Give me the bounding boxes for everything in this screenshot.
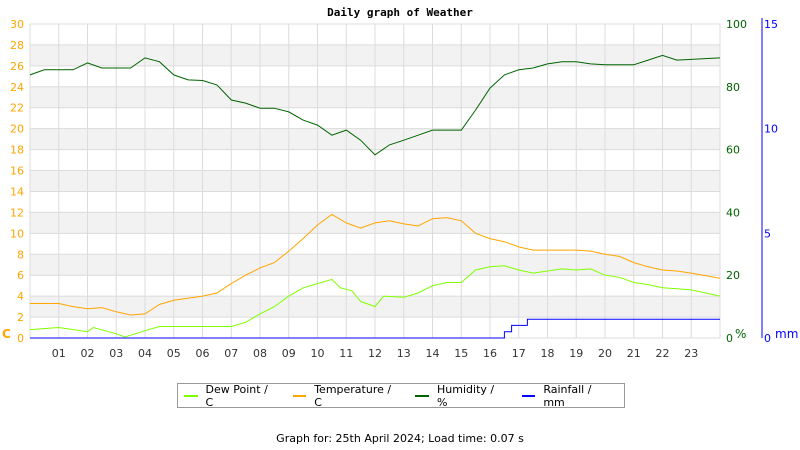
x-tick-label: 20 (598, 347, 612, 360)
rainfall-tick-label: 10 (764, 123, 778, 136)
x-tick-label: 19 (569, 347, 583, 360)
x-tick-label: 04 (138, 347, 152, 360)
x-tick-label: 22 (656, 347, 670, 360)
x-tick-label: 12 (368, 347, 382, 360)
x-tick-label: 16 (483, 347, 497, 360)
x-tick-label: 23 (684, 347, 698, 360)
rainfall-line (30, 318, 720, 339)
x-tick-label: 09 (282, 347, 296, 360)
x-tick-label: 01 (52, 347, 66, 360)
right-tick-label: 100 (726, 18, 747, 31)
x-tick-label: 07 (224, 347, 238, 360)
left-tick-label: 20 (10, 123, 24, 136)
x-tick-label: 17 (512, 347, 526, 360)
legend-swatch (292, 394, 307, 397)
right-tick-label: 60 (726, 144, 740, 157)
humidity-line (29, 54, 721, 156)
left-tick-label: 6 (17, 269, 24, 282)
left-tick-label: 14 (10, 185, 24, 198)
x-tick-label: 08 (253, 347, 267, 360)
chart-title: Daily graph of Weather (327, 6, 473, 19)
legend-item-temperature: Temperature / C (292, 382, 400, 409)
right-tick-label: 40 (726, 206, 740, 219)
left-tick-label: 0 (17, 332, 24, 345)
rainfall-axis-unit: mm (775, 327, 798, 341)
right-tick-label: 0 (726, 332, 733, 345)
temperature-line (30, 213, 721, 316)
legend-label: Dew Point / C (205, 382, 268, 409)
legend-item-humidity: Humidity / % (415, 383, 505, 409)
legend-label: Temperature / C (314, 382, 392, 409)
legend-swatch (415, 394, 430, 397)
left-tick-label: 18 (10, 144, 24, 157)
x-tick-label: 06 (196, 347, 210, 360)
left-tick-label: 2 (17, 311, 24, 324)
left-tick-label: 8 (17, 248, 24, 261)
x-tick-label: 02 (81, 347, 95, 360)
left-tick-label: 26 (10, 60, 24, 73)
left-axis-unit: C (2, 327, 11, 341)
rainfall-tick-label: 0 (764, 332, 771, 345)
x-tick-label: 05 (167, 347, 181, 360)
left-tick-label: 28 (10, 39, 24, 52)
footer-text: Graph for: 25th April 2024; Load time: 0… (276, 432, 524, 445)
legend-label: Rainfall / mm (543, 382, 592, 409)
left-tick-label: 22 (10, 102, 24, 115)
right-tick-label: 80 (726, 81, 740, 94)
right-axis-unit: % (735, 327, 746, 341)
left-tick-label: 10 (10, 227, 24, 240)
x-tick-label: 11 (339, 347, 353, 360)
dew-point-line (29, 265, 721, 338)
left-tick-label: 4 (17, 290, 24, 303)
right-tick-label: 20 (726, 269, 740, 282)
left-tick-label: 30 (10, 18, 24, 31)
left-tick-label: 12 (10, 206, 24, 219)
left-tick-label: 16 (10, 165, 24, 178)
legend-item-rainfall: Rainfall / mm (521, 382, 614, 409)
x-tick-label: 14 (426, 347, 440, 360)
x-tick-label: 03 (109, 347, 123, 360)
legend-swatch (184, 394, 198, 397)
legend: Dew Point / C Temperature / C Humidity / %… (177, 382, 625, 409)
rainfall-tick-label: 5 (764, 227, 771, 240)
x-tick-label: 13 (397, 347, 411, 360)
x-tick-label: 15 (454, 347, 468, 360)
legend-item-dew-point: Dew Point / C (184, 383, 277, 409)
left-tick-label: 24 (10, 81, 24, 94)
legend-label: Humidity / % (437, 382, 495, 409)
x-tick-label: 21 (627, 347, 641, 360)
rainfall-tick-label: 15 (764, 18, 778, 31)
legend-swatch (521, 394, 536, 397)
x-tick-label: 18 (541, 347, 555, 360)
x-tick-label: 10 (311, 347, 325, 360)
